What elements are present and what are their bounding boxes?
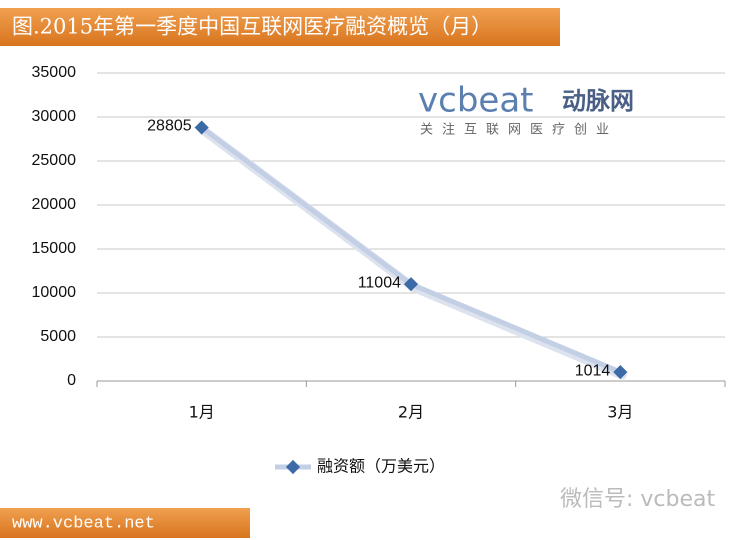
y-tick-label: 25000: [32, 152, 77, 169]
y-tick-label: 15000: [32, 240, 77, 257]
y-tick-label: 0: [67, 372, 76, 389]
data-label: 11004: [358, 274, 401, 291]
footer-bar: [0, 508, 250, 538]
footer-url: www.vcbeat.net: [12, 514, 155, 533]
x-tick-label: 2月: [398, 403, 424, 422]
y-tick-label: 20000: [32, 196, 77, 213]
marker: [403, 277, 419, 292]
y-tick-label: 10000: [32, 284, 77, 301]
watermark-slogan: 关注互联网医疗创业: [420, 123, 618, 138]
legend-marker: [285, 459, 301, 475]
chart-title: 图.2015年第一季度中国互联网医疗融资概览（月）: [12, 15, 492, 39]
x-tick-label: 3月: [607, 403, 633, 422]
x-tick-label: 1月: [189, 403, 215, 422]
watermark-brand: 动脉网: [562, 87, 634, 115]
watermark-logo: vcbeat: [418, 81, 533, 121]
wechat-id: 微信号: vcbeat: [560, 487, 716, 512]
legend-label: 融资额（万美元）: [317, 457, 445, 476]
y-tick-label: 30000: [32, 108, 77, 125]
title-bar: [0, 8, 560, 46]
data-label: 1014: [575, 362, 611, 379]
marker: [613, 365, 628, 380]
y-tick-label: 5000: [40, 328, 76, 345]
y-tick-label: 35000: [32, 64, 77, 81]
data-label: 28805: [147, 118, 192, 135]
